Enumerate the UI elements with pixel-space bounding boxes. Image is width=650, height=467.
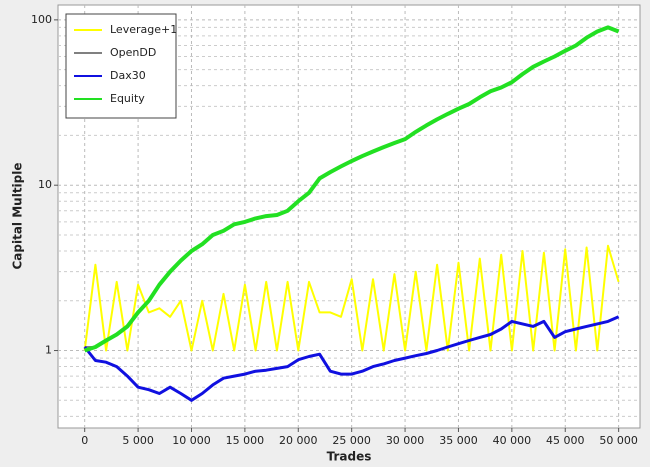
y-tick-label: 100 — [31, 13, 52, 26]
x-tick-label: 0 — [81, 434, 88, 447]
x-tick-label: 25 000 — [332, 434, 371, 447]
x-tick-label: 30 000 — [386, 434, 425, 447]
x-tick-label: 50 000 — [599, 434, 638, 447]
x-tick-label: 45 000 — [546, 434, 585, 447]
x-tick-label: 10 000 — [172, 434, 211, 447]
x-tick-label: 35 000 — [439, 434, 478, 447]
series-line — [84, 25, 620, 353]
y-axis-title: Capital Multiple — [11, 162, 25, 269]
y-tick-label: 1 — [45, 344, 52, 357]
legend: Leverage+1 OpenDD Dax30 Equity — [65, 13, 177, 119]
series-line — [83, 315, 620, 402]
marks — [83, 25, 620, 402]
legend-label: Dax30 — [110, 69, 146, 82]
legend-label: Equity — [110, 92, 145, 105]
y-tick-label: 10 — [38, 178, 52, 191]
x-tick-label: 15 000 — [226, 434, 265, 447]
x-tick-label: 5 000 — [122, 434, 154, 447]
x-tick-label: 40 000 — [493, 434, 532, 447]
legend-label: OpenDD — [110, 46, 156, 59]
legend-box — [65, 13, 177, 119]
x-axis-title: Trades — [327, 450, 372, 464]
series-line — [83, 244, 620, 352]
legend-label: Leverage+1 — [110, 23, 177, 36]
x-tick-label: 20 000 — [279, 434, 318, 447]
